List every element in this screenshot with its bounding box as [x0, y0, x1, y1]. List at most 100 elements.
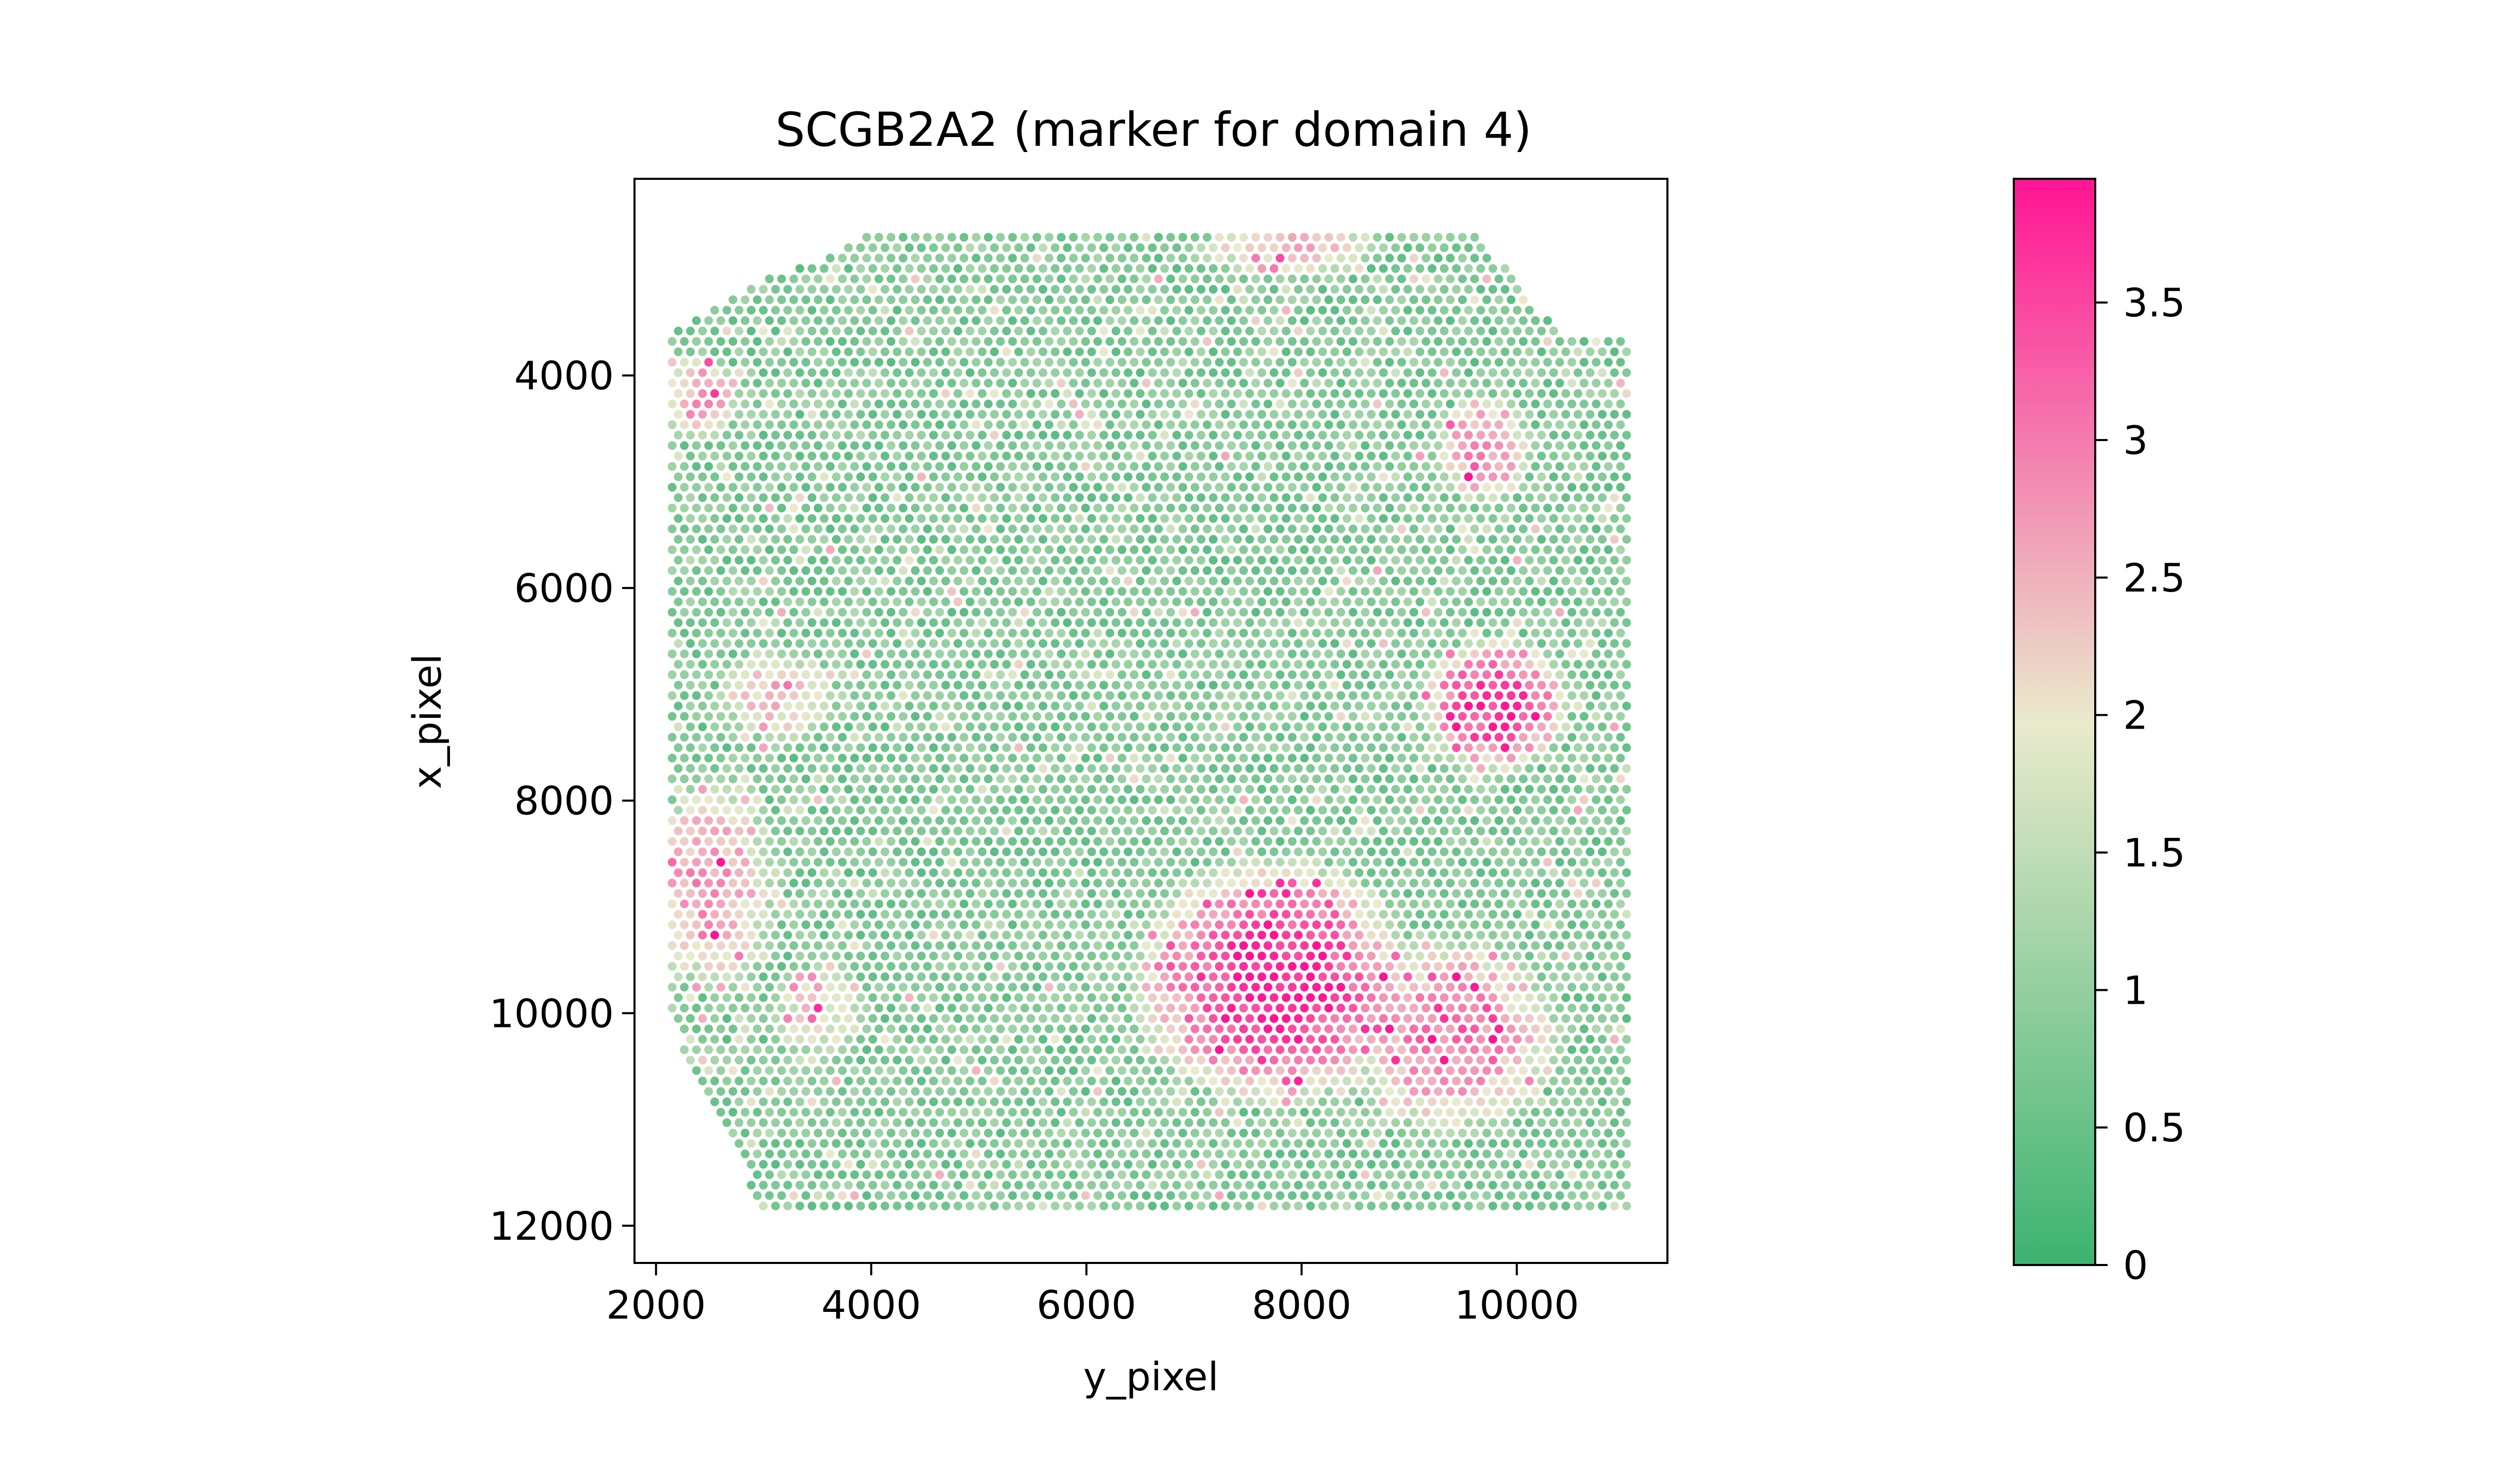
data-point — [1111, 618, 1121, 627]
data-point — [1464, 451, 1473, 461]
data-point — [1422, 857, 1431, 867]
data-point — [686, 597, 695, 606]
data-point — [1403, 514, 1412, 523]
data-point — [1573, 701, 1582, 711]
data-point — [1081, 274, 1090, 283]
data-point — [777, 816, 786, 825]
data-point — [1385, 274, 1394, 283]
data-point — [911, 399, 920, 409]
data-point — [789, 545, 798, 554]
data-point — [1117, 691, 1127, 700]
data-point — [1063, 431, 1072, 440]
data-point — [1397, 649, 1406, 659]
data-point — [1330, 847, 1340, 856]
data-point — [893, 597, 901, 606]
data-point — [996, 753, 1005, 763]
data-point — [1403, 577, 1412, 585]
data-point — [765, 774, 774, 784]
data-point — [1543, 545, 1552, 554]
data-point — [1494, 795, 1504, 804]
data-point — [1300, 420, 1309, 429]
data-point — [1002, 514, 1011, 523]
data-point — [1063, 243, 1072, 252]
data-point — [1561, 431, 1571, 440]
data-point — [1500, 555, 1510, 565]
data-point — [1543, 774, 1552, 784]
data-point — [1543, 899, 1552, 908]
data-point — [1087, 555, 1096, 565]
data-point — [1294, 493, 1303, 502]
data-point — [1039, 743, 1047, 752]
data-point — [1433, 295, 1443, 305]
data-point — [1075, 827, 1084, 836]
data-point — [813, 691, 823, 700]
data-point — [1561, 597, 1571, 606]
data-point — [911, 753, 920, 763]
data-point — [1172, 889, 1181, 898]
data-point — [1190, 608, 1199, 617]
data-point — [983, 691, 993, 700]
data-point — [1348, 254, 1358, 263]
data-point — [923, 857, 932, 867]
data-point — [1014, 285, 1023, 294]
data-point — [874, 837, 883, 846]
data-point — [1397, 629, 1406, 638]
data-point — [1196, 743, 1206, 752]
data-point — [880, 431, 890, 440]
data-point — [838, 420, 847, 429]
data-point — [1276, 879, 1284, 888]
data-point — [1361, 274, 1370, 283]
data-point — [1361, 733, 1370, 742]
data-point — [838, 608, 847, 617]
data-point — [941, 431, 950, 440]
data-point — [1507, 649, 1516, 659]
data-point — [1281, 347, 1291, 357]
data-point — [1616, 525, 1625, 533]
data-point — [1422, 503, 1431, 513]
data-point — [1093, 274, 1103, 283]
data-point — [1458, 670, 1467, 679]
data-point — [1379, 764, 1388, 773]
data-point — [1251, 899, 1260, 908]
data-point — [1093, 441, 1103, 450]
data-point — [1373, 525, 1382, 533]
data-point — [1227, 316, 1236, 325]
data-point — [1622, 743, 1631, 752]
data-point — [1440, 597, 1449, 606]
data-point — [777, 566, 786, 575]
data-point — [734, 555, 744, 565]
data-point — [1300, 379, 1309, 387]
data-point — [1039, 243, 1047, 252]
data-point — [826, 566, 835, 575]
data-point — [1117, 295, 1127, 305]
data-point — [856, 764, 865, 773]
data-point — [1142, 899, 1151, 908]
data-point — [1366, 847, 1376, 856]
data-point — [1044, 753, 1054, 763]
data-point — [1215, 441, 1224, 450]
data-point — [1221, 660, 1230, 669]
data-point — [1324, 358, 1333, 367]
data-point — [783, 722, 792, 732]
data-point — [893, 368, 901, 377]
data-point — [929, 701, 938, 711]
data-point — [1415, 722, 1425, 732]
data-point — [826, 670, 835, 679]
data-point — [1366, 493, 1376, 502]
data-point — [1470, 525, 1479, 533]
data-point — [1154, 670, 1163, 679]
data-point — [1452, 306, 1461, 315]
data-point — [1366, 264, 1376, 273]
data-point — [820, 909, 829, 919]
data-point — [850, 379, 859, 387]
data-point — [1391, 889, 1400, 898]
data-point — [1348, 629, 1358, 638]
data-point — [728, 420, 738, 429]
data-point — [1488, 701, 1497, 711]
data-point — [746, 868, 756, 878]
data-point — [1160, 889, 1169, 898]
data-point — [1543, 337, 1552, 346]
data-point — [1476, 597, 1485, 606]
data-point — [1342, 306, 1351, 315]
data-point — [1464, 347, 1473, 357]
